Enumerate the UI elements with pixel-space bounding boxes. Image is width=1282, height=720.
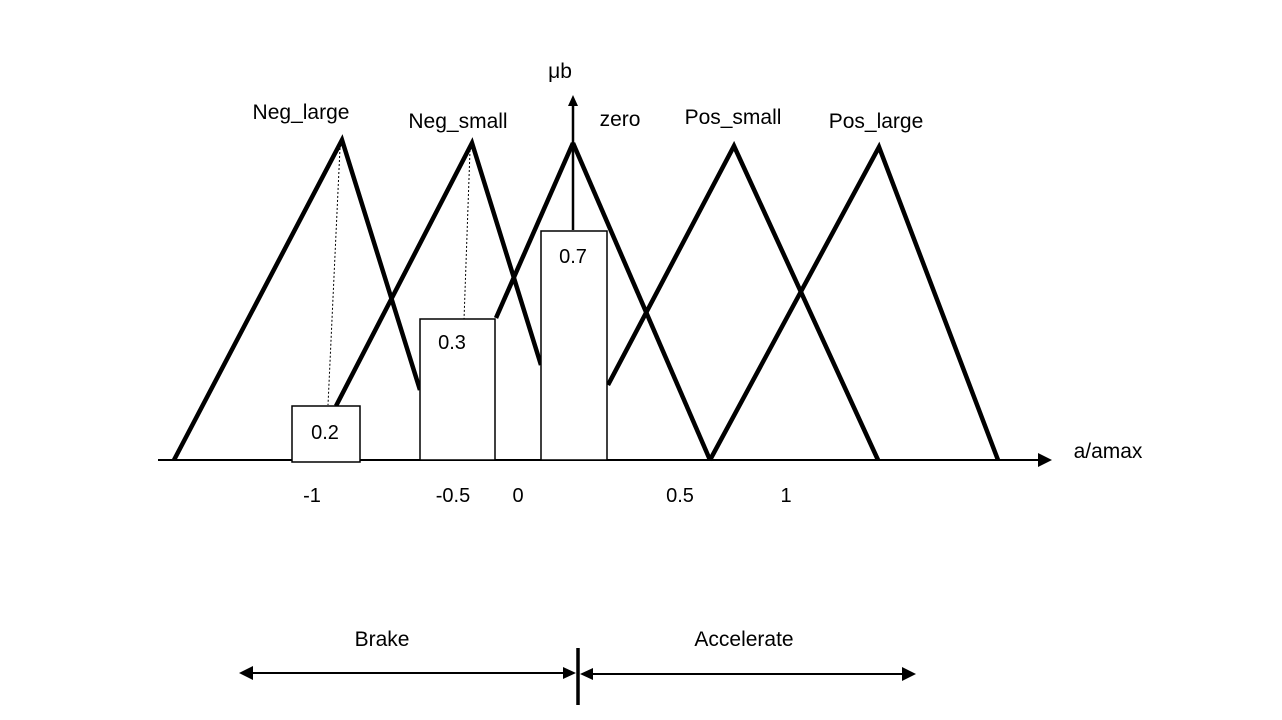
bar-0-3-label: 0.3 bbox=[438, 332, 466, 354]
brake-label: Brake bbox=[355, 628, 410, 651]
tick-label-0: 0 bbox=[512, 485, 523, 507]
triangle-pos-large bbox=[708, 141, 1001, 462]
brake-arrowhead-left bbox=[239, 666, 253, 680]
membership-triangles bbox=[172, 134, 1001, 462]
triangle-zero-left bbox=[493, 142, 576, 319]
triangle-pos-small bbox=[606, 140, 881, 461]
guide-line-neg-large bbox=[327, 147, 341, 406]
bar-0-3 bbox=[419, 318, 496, 461]
y-axis-label: μb bbox=[548, 60, 572, 83]
tick-label-neg-0-5: -0.5 bbox=[436, 485, 470, 507]
accelerate-arrowhead-right bbox=[902, 667, 916, 681]
tick-label-1: 1 bbox=[780, 485, 791, 507]
triangle-neg-small bbox=[334, 137, 544, 408]
label-pos-large: Pos_large bbox=[829, 110, 924, 133]
bar-0-2-label: 0.2 bbox=[311, 422, 339, 444]
accelerate-arrowhead-left bbox=[580, 668, 593, 680]
y-axis-arrowhead bbox=[568, 95, 578, 106]
label-neg-small: Neg_small bbox=[408, 110, 507, 133]
label-pos-small: Pos_small bbox=[685, 106, 782, 129]
triangle-zero-right bbox=[570, 142, 713, 461]
tick-label-neg-1: -1 bbox=[303, 485, 321, 507]
guide-line-neg-small bbox=[463, 149, 471, 321]
x-axis-arrowhead bbox=[1038, 453, 1052, 467]
triangle-neg-large bbox=[172, 134, 423, 462]
x-axis-label: a/amax bbox=[1074, 440, 1143, 463]
bar-0-7 bbox=[540, 230, 608, 461]
tick-label-0-5: 0.5 bbox=[666, 485, 694, 507]
bar-0-7-label: 0.7 bbox=[559, 246, 587, 268]
accelerate-label: Accelerate bbox=[694, 628, 793, 651]
bar-0-2 bbox=[291, 405, 361, 463]
label-zero: zero bbox=[600, 108, 641, 131]
label-neg-large: Neg_large bbox=[253, 101, 350, 124]
brake-arrowhead-right bbox=[563, 667, 576, 679]
